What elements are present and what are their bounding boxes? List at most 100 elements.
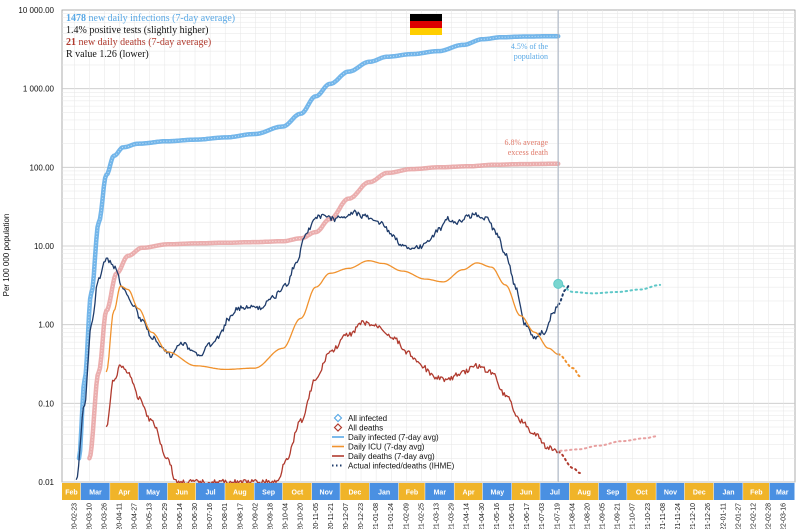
month-cell xyxy=(282,483,312,500)
y-tick-label: 1 000.00 xyxy=(23,85,55,94)
infected-note: population xyxy=(514,52,548,61)
date-tick-label: 2020-09-18 xyxy=(267,503,274,529)
month-cell xyxy=(540,483,570,500)
month-label: Mar xyxy=(434,490,447,497)
month-cell xyxy=(743,483,770,500)
projection-ihme-deaths-daily xyxy=(557,451,581,474)
series-daily-deaths-7-day-avg- xyxy=(105,320,559,485)
info-value: 1478 xyxy=(66,13,86,24)
date-tick-label: 2020-04-27 xyxy=(132,503,139,529)
y-axis-label: Per 100 000 population xyxy=(2,214,11,297)
y-tick-label: 0.01 xyxy=(38,478,54,487)
month-label: Jan xyxy=(378,490,390,497)
info-text: R value 1.26 (lower) xyxy=(66,49,149,60)
month-cell xyxy=(713,483,743,500)
date-tick-label: 2021-05-16 xyxy=(494,503,501,529)
month-label: Nov xyxy=(320,490,333,497)
month-label: Feb xyxy=(65,490,77,497)
month-label: Sep xyxy=(607,490,620,497)
y-tick-label: 100.00 xyxy=(30,163,55,172)
date-tick-label: 2020-07-16 xyxy=(207,503,214,529)
infected-note: 4.5% of the xyxy=(511,42,549,51)
y-tick-label: 1.00 xyxy=(38,321,54,330)
month-cell xyxy=(110,483,138,500)
date-tick-label: 2020-08-01 xyxy=(222,503,229,529)
projection-layer xyxy=(557,282,662,474)
month-cell xyxy=(425,483,454,500)
legend-label: All infected xyxy=(348,414,387,423)
date-tick-label: 2021-07-19 xyxy=(554,503,561,529)
date-tick-label: 2020-12-07 xyxy=(343,503,350,529)
date-tick-label: 2021-09-05 xyxy=(600,503,607,529)
month-cell xyxy=(369,483,399,500)
month-label: Mar xyxy=(89,490,102,497)
deaths-note: 6.8% average xyxy=(504,138,548,147)
date-tick-label: 2021-01-08 xyxy=(373,503,380,529)
date-tick-label: 2020-05-29 xyxy=(162,503,169,529)
grid xyxy=(61,9,796,483)
date-tick-label: 2020-06-30 xyxy=(192,503,199,529)
month-cell xyxy=(195,483,225,500)
date-tick-label: 2020-10-20 xyxy=(298,503,305,529)
date-tick-label: 2021-06-01 xyxy=(509,503,516,529)
date-tick-label: 2022-03-16 xyxy=(781,503,788,529)
month-cell xyxy=(62,483,81,500)
month-cell xyxy=(769,483,795,500)
month-label: Aug xyxy=(233,490,247,497)
month-label: Jun xyxy=(176,490,188,497)
month-label: Sep xyxy=(262,490,275,497)
month-cell xyxy=(167,483,196,500)
date-ticks: 2020-02-23 2020-03-10 2020-03-26 2020-04-11… xyxy=(71,503,787,529)
date-tick-label: 2021-08-20 xyxy=(584,503,591,529)
date-tick-label: 2021-07-03 xyxy=(539,503,546,529)
series-daily-infected-7-day-avg- xyxy=(75,209,559,480)
date-tick-label: 2020-11-21 xyxy=(328,503,335,529)
date-tick-label: 2021-10-07 xyxy=(630,503,637,529)
month-label: Apr xyxy=(463,490,475,497)
month-label: Aug xyxy=(577,490,591,497)
month-label: Feb xyxy=(750,490,762,497)
date-tick-label: 2021-02-25 xyxy=(418,503,425,529)
info-panel: 1478 new daily infections (7-day average… xyxy=(66,13,235,60)
date-tick-label: 2020-11-05 xyxy=(313,503,320,529)
month-label: Jul xyxy=(206,490,216,497)
projection-ihme-deaths xyxy=(559,435,658,452)
projection-ihme-icu xyxy=(557,353,581,378)
legend-label: All deaths xyxy=(348,424,383,433)
month-cell xyxy=(80,483,110,500)
flag-stripe xyxy=(410,28,442,35)
date-tick-label: 2021-09-21 xyxy=(615,503,622,529)
info-text: new daily infections (7-day average) xyxy=(86,13,235,24)
info-value: 21 xyxy=(66,37,76,48)
legend-label: Daily deaths (7-day avg) xyxy=(348,452,435,461)
flag-stripe xyxy=(410,21,442,28)
series-layer xyxy=(75,33,561,485)
month-cell xyxy=(225,483,254,500)
date-tick-label: 2022-02-28 xyxy=(766,503,773,529)
date-tick-label: 2020-04-11 xyxy=(117,503,124,529)
info-text: new daily deaths (7-day average) xyxy=(76,37,211,48)
date-tick-label: 2022-02-12 xyxy=(750,503,757,529)
month-label: Oct xyxy=(292,490,304,497)
projection-ihme-daily-infected xyxy=(557,283,571,306)
date-tick-label: 2021-01-24 xyxy=(388,503,395,529)
info-line: 21 new daily deaths (7-day average) xyxy=(66,37,211,48)
date-tick-label: 2022-01-11 xyxy=(720,503,727,529)
date-tick-label: 2020-10-04 xyxy=(283,503,290,529)
month-cell xyxy=(656,483,685,500)
month-cell xyxy=(569,483,599,500)
infected-end-marker xyxy=(553,278,564,289)
flag-stripe xyxy=(410,14,442,21)
series-texture xyxy=(78,35,559,459)
date-tick-label: 2021-03-13 xyxy=(434,503,441,529)
month-label: May xyxy=(491,490,505,497)
info-line: R value 1.26 (lower) xyxy=(66,49,149,60)
date-tick-label: 2021-06-17 xyxy=(524,503,531,529)
month-label: Mar xyxy=(776,490,789,497)
month-cell xyxy=(627,483,656,500)
month-label: Nov xyxy=(664,490,677,497)
month-cell xyxy=(684,483,714,500)
date-tick-label: 2021-12-10 xyxy=(690,503,697,529)
date-tick-label: 2020-03-10 xyxy=(86,503,93,529)
